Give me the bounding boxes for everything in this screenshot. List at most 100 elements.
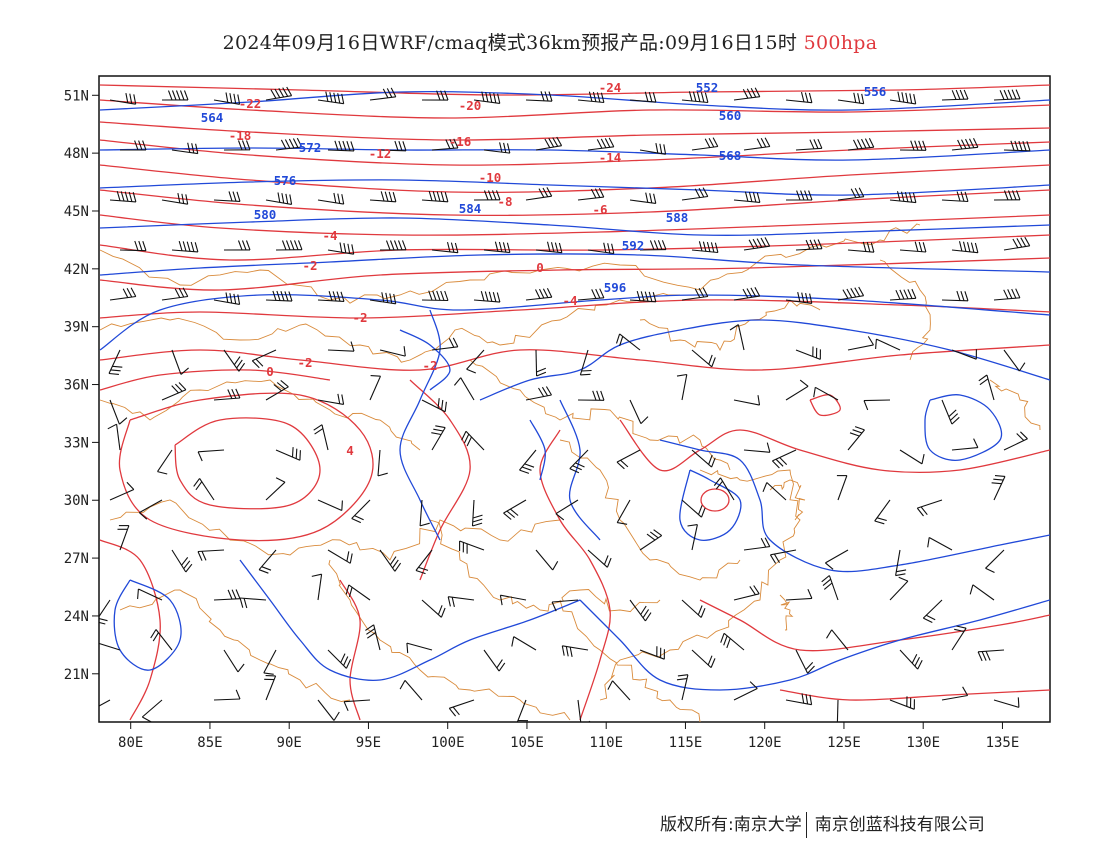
wind-barb xyxy=(525,91,553,102)
wind-barb xyxy=(577,699,591,722)
lon-tick-label: 135E xyxy=(986,735,1020,751)
boundary-line xyxy=(779,594,794,631)
geopotential-contour xyxy=(99,217,1050,236)
copyright-owner: 版权所有:南京大学 xyxy=(660,815,802,835)
wind-barb xyxy=(327,140,355,152)
wind-barb xyxy=(615,333,641,351)
wind-barb xyxy=(785,693,813,706)
wind-barb xyxy=(471,499,483,527)
wind-barb xyxy=(117,525,130,551)
wind-barb xyxy=(951,241,979,254)
temperature-contour xyxy=(99,164,1050,194)
wind-barb xyxy=(786,190,813,201)
wind-barb xyxy=(899,241,927,253)
wind-barb xyxy=(681,187,709,201)
wind-barbs xyxy=(99,86,1031,722)
temperature-contour xyxy=(619,419,1050,474)
wind-barb xyxy=(213,92,241,105)
wind-barb xyxy=(258,549,277,574)
lat-tick-label: 42N xyxy=(64,262,89,278)
wind-barb xyxy=(461,430,485,451)
wind-barb xyxy=(213,191,241,202)
wind-barb xyxy=(681,287,709,301)
wind-barb xyxy=(899,140,927,151)
boundary-line xyxy=(989,379,1041,431)
wind-barb xyxy=(899,649,923,670)
wind-barb xyxy=(681,499,706,518)
wind-barb xyxy=(836,475,848,501)
temperature-label: -4 xyxy=(322,228,337,243)
boundary-line xyxy=(769,479,806,521)
wind-barb xyxy=(616,499,631,525)
boundary-line xyxy=(429,519,661,613)
wind-barb xyxy=(691,449,716,468)
wind-barb xyxy=(899,449,925,465)
temperature-label: -14 xyxy=(599,150,622,165)
lat-tick-label: 27N xyxy=(64,551,89,567)
geopotential-contour xyxy=(679,469,742,541)
wind-barb xyxy=(107,423,121,451)
wind-barb xyxy=(265,192,293,205)
wind-barb xyxy=(561,645,589,658)
lon-tick-label: 80E xyxy=(118,735,143,751)
wind-barb xyxy=(525,187,553,201)
wind-barb xyxy=(525,386,552,401)
wind-barb xyxy=(161,382,187,401)
lat-tick-label: 21N xyxy=(64,667,89,683)
wind-barb xyxy=(351,499,371,524)
geopotential-contours xyxy=(99,90,1050,691)
wind-barb xyxy=(161,192,189,205)
wind-barb xyxy=(691,241,719,254)
lon-tick-label: 110E xyxy=(589,735,623,751)
boundary-line xyxy=(119,589,351,702)
wind-barb xyxy=(691,649,716,669)
wind-barb xyxy=(511,636,537,651)
wind-barb xyxy=(535,349,547,377)
wind-barb xyxy=(969,584,995,601)
wind-barb xyxy=(889,576,909,601)
wind-barb xyxy=(223,240,251,251)
wind-barb xyxy=(837,286,865,301)
wind-barb xyxy=(795,138,823,151)
wind-barb xyxy=(687,524,698,551)
wind-barb xyxy=(1003,236,1031,251)
wind-barb xyxy=(213,388,241,401)
wind-barb xyxy=(415,549,433,575)
wind-barb xyxy=(743,442,771,453)
temperature-contour xyxy=(99,369,331,391)
boundary-line xyxy=(639,299,821,351)
geopotential-contour xyxy=(99,293,1050,351)
wind-barb xyxy=(535,241,563,254)
temperature-label: -6 xyxy=(592,202,607,217)
wind-barb xyxy=(516,699,529,722)
wind-barb xyxy=(419,499,430,527)
wind-barb xyxy=(577,187,605,201)
wind-barb xyxy=(213,689,241,701)
wind-barb xyxy=(927,537,953,551)
wind-barb xyxy=(837,92,865,105)
wind-barb xyxy=(889,91,917,105)
wind-barb xyxy=(733,191,761,203)
wind-barb xyxy=(213,292,241,305)
wind-barb xyxy=(836,699,839,722)
temperature-contour xyxy=(779,689,1050,701)
wind-barb xyxy=(743,137,771,151)
wind-barb xyxy=(951,349,977,360)
contour-labels: -24-22 -20-18 -16-14-12-10-8-6-4-2 0-2-4-20… xyxy=(201,80,887,458)
temperature-contour xyxy=(99,121,1050,141)
wind-barb xyxy=(691,137,719,151)
wind-barb xyxy=(421,290,449,302)
wind-barb xyxy=(821,575,839,601)
wind-barb xyxy=(275,137,303,151)
lon-tick-label: 90E xyxy=(277,735,302,751)
wind-barb xyxy=(473,190,501,201)
wind-barb xyxy=(171,349,189,375)
wind-barb xyxy=(379,140,407,152)
wind-barb xyxy=(639,529,663,551)
wind-barb xyxy=(431,241,459,254)
wind-barb xyxy=(343,699,371,712)
wind-barb xyxy=(813,386,839,401)
wind-barb xyxy=(369,191,397,203)
wind-barb xyxy=(171,549,193,573)
wind-barb xyxy=(629,399,649,424)
